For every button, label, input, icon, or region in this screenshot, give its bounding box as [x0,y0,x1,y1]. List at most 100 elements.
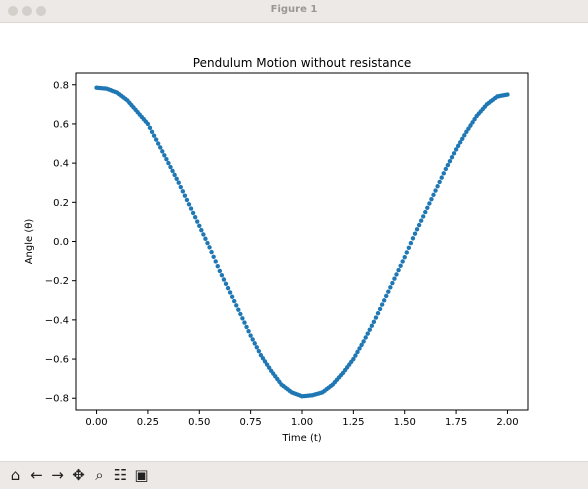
save-icon[interactable]: ▣ [134,466,149,484]
data-point [404,250,409,255]
data-point [182,193,188,198]
data-point [455,143,461,149]
data-point [468,123,473,128]
x-tick-label: 0.25 [137,417,159,428]
data-point [384,293,389,299]
data-point [174,176,179,182]
data-point [377,306,383,312]
figure-canvas[interactable]: 0.00 0.25 0.50 0.75 1.00 1.25 1.50 1.75 2.00 0.8 0… [0,23,588,460]
y-tick-label: 0.0 [53,237,69,248]
data-point [375,311,381,316]
data-point [147,125,153,131]
data-point [236,307,241,312]
data-point [416,222,422,228]
data-point [464,129,469,134]
data-point [451,151,457,156]
data-point [359,342,364,348]
x-tick-label: 1.50 [394,417,416,428]
data-point [373,315,379,320]
plot-frame [75,72,529,411]
home-icon[interactable]: ⌂ [10,466,21,484]
data-point [427,201,432,206]
data-point [248,333,253,338]
data-point [244,324,249,330]
data-point [381,298,387,303]
data-point [149,129,155,134]
data-point [437,179,442,185]
data-point [439,175,444,180]
x-axis-label: Time (t) [281,433,321,444]
data-point [197,223,202,229]
data-point [162,153,167,158]
data-point [199,227,204,233]
data-point [178,184,183,190]
forward-icon[interactable]: → [51,466,64,484]
y-tick-label: 0.2 [53,198,69,209]
data-point [433,188,438,193]
data-point [414,227,420,232]
data-point [423,209,428,215]
data-point [215,263,220,269]
data-point [164,157,169,162]
data-point [205,240,210,246]
data-point [217,268,223,274]
x-tick-label: 0.50 [188,417,210,428]
data-point [447,158,453,164]
data-point [460,136,465,142]
minimize-window-button[interactable] [22,6,32,16]
data-point [262,359,268,364]
data-point [195,219,200,224]
data-point [223,281,229,287]
data-point [151,133,157,138]
data-point [418,218,424,223]
data-point [242,320,247,325]
data-point [351,356,356,362]
data-point [400,259,405,264]
data-point [367,327,372,332]
data-point [443,166,449,172]
pan-icon[interactable]: ✥ [72,466,85,484]
data-point [172,172,177,178]
data-point [180,189,186,194]
data-point [453,147,459,152]
window-titlebar: Figure 1 [0,0,588,23]
y-tick-label: 0.4 [53,159,69,170]
data-point [188,206,194,211]
data-point [429,196,434,202]
data-point [219,273,225,278]
data-point [357,346,362,351]
zoom-icon[interactable]: ⌕ [95,466,104,484]
zoom-window-button[interactable] [36,6,46,16]
data-point [466,126,471,131]
data-point [388,285,393,290]
data-point [406,245,412,250]
data-point [264,362,270,367]
data-point [238,311,243,317]
data-point [252,341,257,346]
data-point [184,197,190,203]
data-point [445,162,451,168]
data-point [211,254,216,259]
configure-subplots-icon[interactable]: ☷ [113,466,128,484]
data-point [470,120,475,125]
data-point [221,277,227,282]
data-point [390,280,395,286]
data-point [353,353,358,358]
data-point [355,349,360,355]
back-icon[interactable]: ← [30,466,43,484]
x-tick-label: 2.00 [496,417,518,428]
data-point [250,337,255,342]
data-point [425,205,430,210]
y-tick-label: 0.8 [53,80,69,91]
data-point [166,160,171,166]
close-window-button[interactable] [8,6,18,16]
data-point [435,184,440,189]
data-point [186,202,192,207]
x-tick-label: 1.00 [291,417,313,428]
data-point [260,356,266,361]
data-point [201,232,206,237]
data-point [421,214,426,219]
data-point [203,236,208,241]
data-point [229,294,235,299]
data-point [170,168,175,174]
